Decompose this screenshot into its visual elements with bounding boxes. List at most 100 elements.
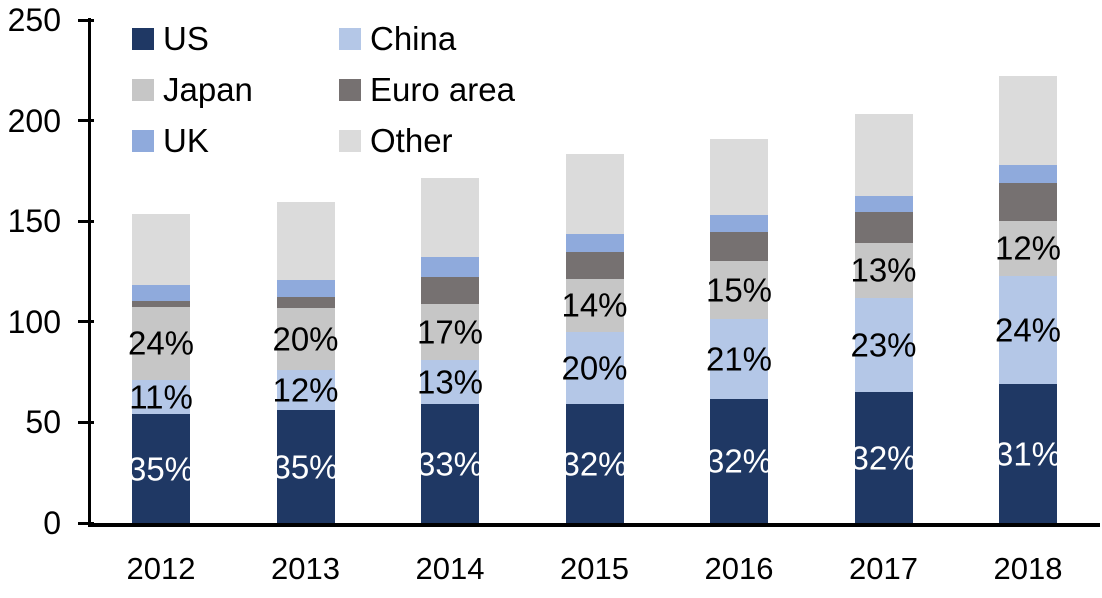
- legend-swatch-icon: [339, 129, 361, 152]
- legend-label: US: [163, 20, 209, 57]
- bar-segment-uk: [276, 279, 335, 297]
- bar-segment-china: [276, 370, 335, 411]
- segment-data-label: 24%: [994, 311, 1062, 349]
- legend-label: Euro area: [370, 71, 515, 108]
- bar-segment-other: [565, 153, 624, 235]
- bar-segment-china: [565, 331, 624, 405]
- segment-data-label: 31%: [994, 435, 1062, 473]
- segment-data-label: 12%: [994, 229, 1062, 267]
- bar-segment-other: [854, 113, 913, 197]
- segment-data-label: 32%: [705, 442, 773, 480]
- bar-segment-euro-area: [421, 276, 479, 304]
- y-tick-mark: [78, 320, 94, 324]
- legend-entry-other: Other: [339, 115, 515, 166]
- y-tick-label: 200: [7, 102, 61, 139]
- y-tick-label: 250: [7, 2, 61, 38]
- x-axis-line: [88, 523, 1100, 527]
- bar-segment-japan: [999, 221, 1057, 276]
- bar-segment-us: [132, 414, 190, 523]
- bar-segment-uk: [132, 284, 190, 301]
- bar-segment-euro-area: [999, 182, 1057, 222]
- segment-data-label: 13%: [850, 251, 917, 289]
- legend-entry-uk: UK: [132, 115, 339, 166]
- x-category-label: 2017: [849, 551, 918, 586]
- y-tick-mark: [78, 420, 94, 424]
- bar-segment-china: [999, 275, 1057, 385]
- legend-entry-euro-area: Euro area: [339, 64, 515, 115]
- y-tick-mark: [78, 119, 94, 123]
- bar-segment-euro-area: [132, 300, 190, 307]
- bar-segment-us: [854, 392, 913, 523]
- bar-segment-china: [421, 360, 479, 405]
- legend-label: Japan: [163, 71, 253, 108]
- bar-segment-euro-area: [710, 232, 768, 262]
- y-tick-mark: [78, 219, 94, 223]
- segment-data-label: 13%: [416, 363, 484, 401]
- x-category-label: 2018: [993, 551, 1063, 586]
- y-tick-mark: [78, 18, 94, 22]
- bar-segment-other: [999, 76, 1057, 165]
- segment-data-label: 32%: [561, 445, 628, 483]
- y-tick-label: 150: [7, 203, 61, 240]
- bar-segment-us: [999, 384, 1057, 523]
- bar-segment-japan: [710, 261, 768, 319]
- chart-legend: US China Japan Euro area UK Other: [132, 13, 515, 166]
- segment-data-label: 12%: [272, 371, 339, 409]
- bar-segment-uk: [710, 215, 768, 233]
- legend-entry-japan: Japan: [132, 64, 339, 115]
- bar-segment-china: [854, 297, 913, 393]
- segment-data-label: 35%: [127, 450, 195, 488]
- y-tick-label: 0: [43, 505, 61, 541]
- bar-segment-japan: [421, 303, 479, 361]
- x-category-label: 2014: [415, 551, 485, 586]
- legend-entry-us: US: [132, 13, 339, 64]
- segment-data-label: 20%: [561, 349, 628, 387]
- bar-segment-us: [276, 410, 335, 523]
- legend-swatch-icon: [132, 27, 154, 50]
- bar-segment-us: [710, 399, 768, 523]
- x-category-label: 2013: [271, 551, 340, 586]
- bar-segment-uk: [999, 164, 1057, 183]
- bar-segment-other: [132, 214, 190, 285]
- bar-segment-uk: [421, 257, 479, 277]
- x-category-label: 2012: [126, 551, 196, 586]
- bar-segment-euro-area: [565, 252, 624, 279]
- x-category-label: 2016: [704, 551, 774, 586]
- legend-swatch-icon: [132, 78, 154, 101]
- y-tick-label: 100: [7, 303, 61, 340]
- segment-data-label: 15%: [705, 271, 773, 309]
- segment-data-label: 14%: [561, 286, 628, 324]
- segment-data-label: 17%: [416, 313, 484, 351]
- bar-segment-uk: [565, 234, 624, 253]
- legend-swatch-icon: [339, 78, 361, 101]
- y-axis-line: [88, 18, 91, 523]
- segment-data-label: 11%: [129, 378, 193, 416]
- y-tick-label: 50: [25, 404, 61, 441]
- bar-segment-us: [565, 404, 624, 523]
- legend-label: Other: [370, 122, 453, 159]
- bar-segment-other: [421, 177, 479, 258]
- segment-data-label: 20%: [272, 320, 339, 358]
- y-tick-mark: [78, 521, 94, 525]
- legend-entry-china: China: [339, 13, 515, 64]
- segment-data-label: 23%: [850, 326, 917, 364]
- bar-segment-japan: [132, 306, 190, 381]
- bar-segment-japan: [854, 243, 913, 298]
- segment-data-label: 24%: [127, 324, 195, 362]
- legend-swatch-icon: [132, 129, 154, 152]
- legend-swatch-icon: [339, 27, 361, 50]
- segment-data-label: 32%: [850, 439, 917, 477]
- segment-data-label: 35%: [272, 448, 339, 486]
- bar-segment-japan: [276, 307, 335, 371]
- bar-segment-other: [710, 138, 768, 216]
- x-category-label: 2015: [560, 551, 629, 586]
- legend-label: UK: [163, 122, 209, 159]
- bar-segment-china: [710, 318, 768, 400]
- bar-segment-us: [421, 404, 479, 523]
- bar-segment-china: [132, 380, 190, 415]
- bar-segment-japan: [565, 278, 624, 332]
- segment-data-label: 33%: [416, 445, 484, 483]
- bar-segment-uk: [854, 196, 913, 213]
- bar-segment-euro-area: [854, 212, 913, 244]
